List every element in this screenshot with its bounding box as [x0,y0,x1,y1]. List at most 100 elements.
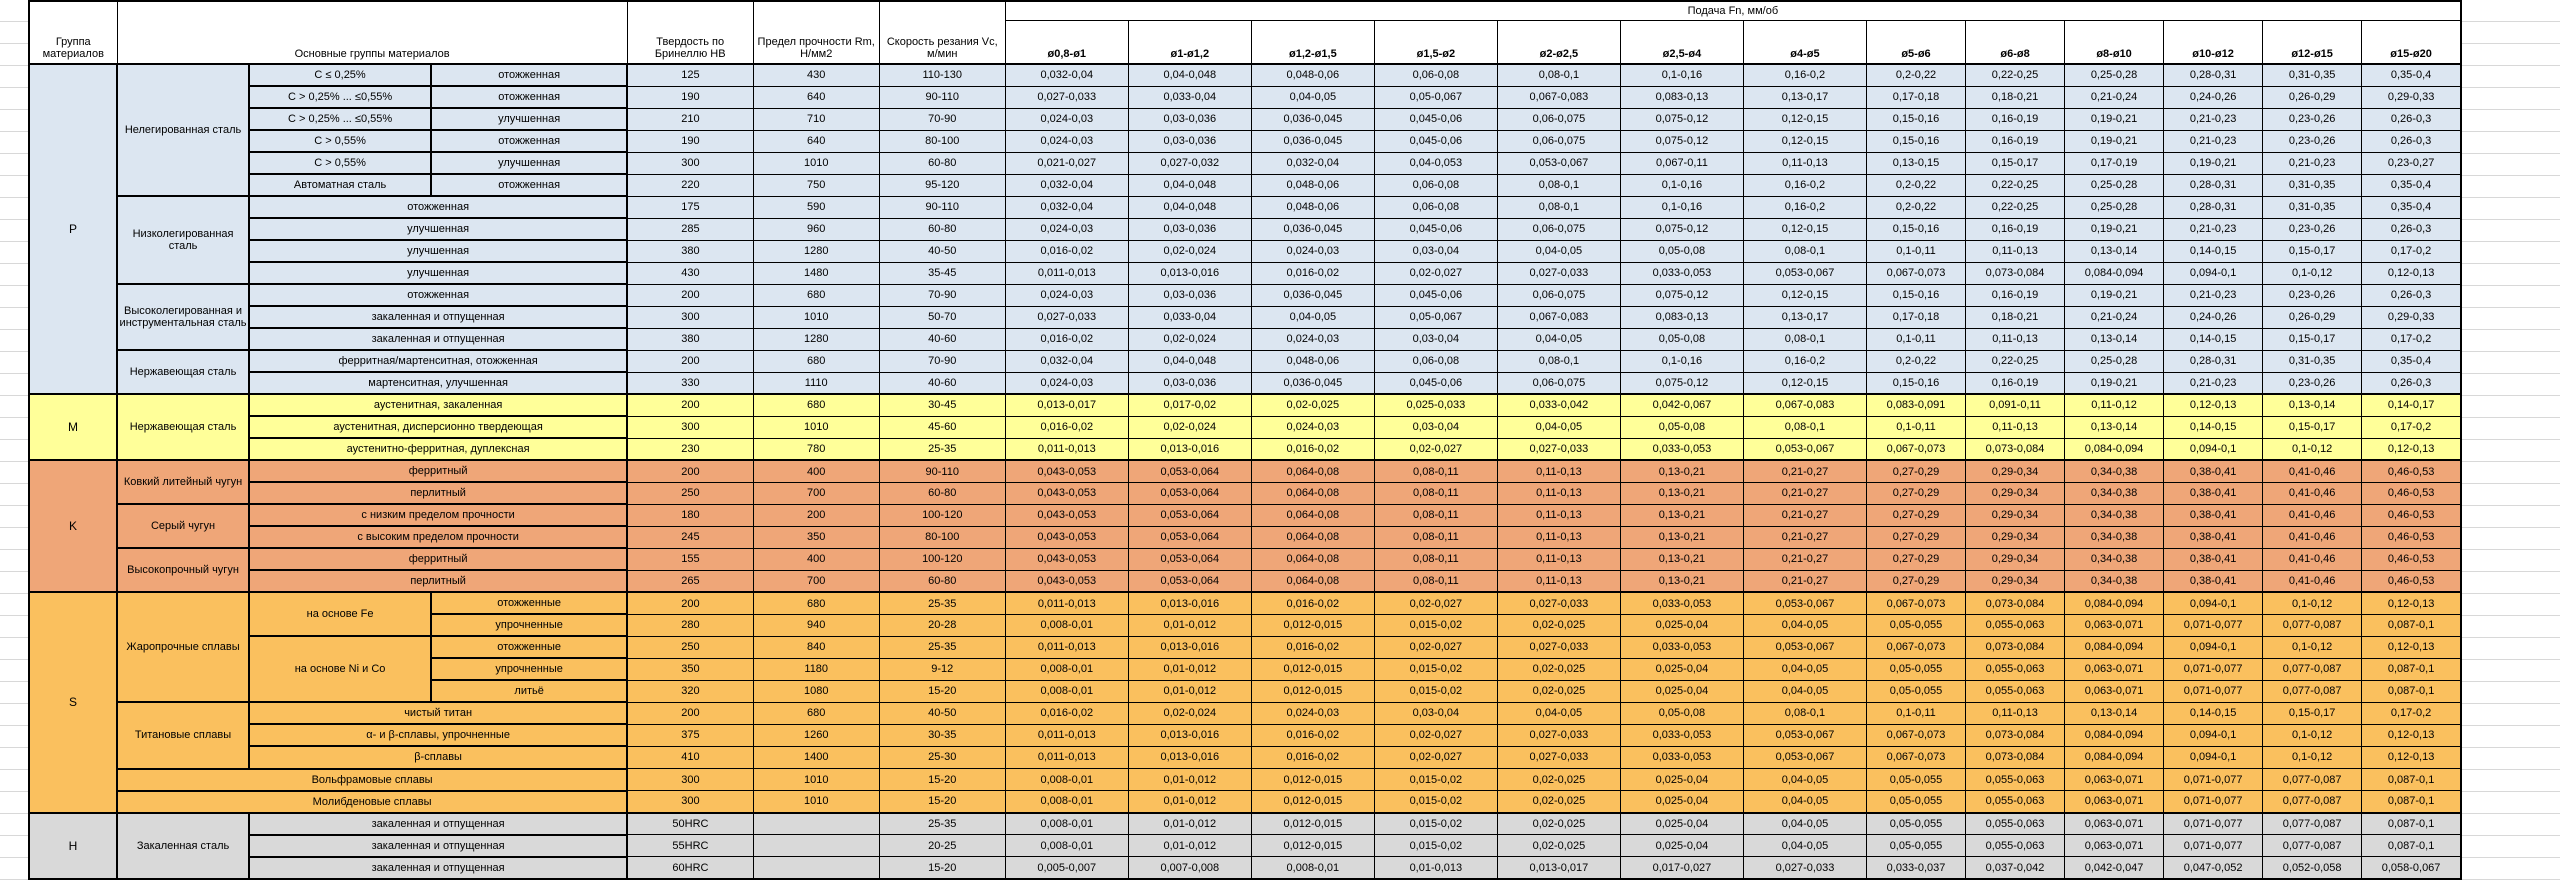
feed-cell: 0,024-0,03 [1250,415,1375,439]
strength-cell: 640 [752,129,880,153]
feed-cell: 0,042-0,067 [1619,393,1744,417]
material-label-cell: закаленная и отпущенная [248,305,629,330]
feed-cell: 0,064-0,08 [1250,481,1375,505]
strength-cell: 1110 [752,371,880,395]
speed-cell: 100-120 [878,547,1006,571]
material-label-cell: упрочненные [430,657,629,682]
feed-cell: 0,38-0,41 [2163,503,2264,527]
feed-cell: 0,04-0,048 [1127,173,1252,197]
feed-cell: 0,08-0,1 [1496,349,1621,373]
feed-cell: 0,087-0,1 [2361,679,2462,703]
material-label-cell: с высоким пределом прочности [248,525,629,550]
feed-cell: 0,013-0,016 [1127,635,1252,659]
material-label-cell: β-сплавы [248,745,629,770]
feed-cell: 0,04-0,053 [1373,151,1498,175]
feed-cell: 0,15-0,17 [2262,701,2363,725]
feed-cell: 0,011-0,013 [1004,591,1129,615]
strength-cell: 1010 [752,305,880,329]
feed-cell: 0,06-0,08 [1373,195,1498,219]
table-row: C > 0,25% ... ≤0,55% улучшенная 210 710 70-9… [29,107,2462,132]
section-code-cell: M [27,393,119,462]
table-row: аустенитная, дисперсионно твердеющая 300 1… [29,415,2462,440]
feed-cell: 0,025-0,033 [1373,393,1498,417]
table-row: C > 0,25% ... ≤0,55% отожженная 190 640 90-1… [29,85,2462,110]
feed-cell: 0,12-0,13 [2361,635,2462,659]
feed-cell: 0,12-0,13 [2361,437,2462,461]
table-row: P Нелегированная сталь C ≤ 0,25% отожженная… [27,62,2462,396]
feed-cell: 0,26-0,29 [2262,305,2363,329]
strength-cell: 590 [752,195,880,219]
table-row: β-сплавы 410 1400 25-30 0,011-0,013 0,013-0,0… [29,745,2462,770]
feed-cell: 0,053-0,064 [1127,569,1252,593]
feed-cell: 0,08-0,11 [1373,459,1498,483]
feed-cell: 0,027-0,033 [1496,635,1621,659]
feed-cell: 0,11-0,13 [1965,239,2066,263]
feed-cell: 0,15-0,17 [2262,415,2363,439]
feed-cell: 0,036-0,045 [1250,371,1375,395]
feed-cell: 0,033-0,04 [1127,85,1252,109]
feed-cell: 0,14-0,15 [2163,239,2264,263]
feed-cell: 0,12-0,13 [2361,745,2462,770]
feed-size-header: ø6-ø8 [1965,19,2066,65]
feed-cell: 0,075-0,12 [1619,107,1744,131]
feed-cell: 0,03-0,036 [1127,217,1252,241]
hardness-cell: 250 [626,635,754,659]
feed-cell: 0,024-0,03 [1004,283,1129,307]
feed-size-header: ø10-ø12 [2163,19,2264,65]
strength-cell: 700 [752,569,880,593]
feed-cell: 0,02-0,027 [1373,745,1498,770]
feed-cell: 0,055-0,063 [1965,679,2066,703]
hardness-cell: 125 [626,62,754,87]
speed-cell: 30-45 [878,393,1006,417]
material-label-cell: ферритный [248,547,629,572]
feed-cell: 0,063-0,071 [2064,767,2165,792]
hardness-cell: 190 [626,129,754,153]
strength-cell: 680 [752,701,880,725]
feed-cell: 0,053-0,064 [1127,547,1252,571]
table-row: Серый чугун с низким пределом прочности 18… [29,503,2462,550]
speed-cell: 40-60 [878,327,1006,351]
feed-cell: 0,033-0,042 [1496,393,1621,417]
feed-cell: 0,053-0,064 [1127,503,1252,527]
feed-cell: 0,35-0,4 [2361,62,2462,87]
feed-cell: 0,03-0,04 [1373,327,1498,351]
feed-cell: 0,05-0,08 [1619,415,1744,439]
hardness-cell: 175 [626,195,754,219]
feed-cell: 0,011-0,013 [1004,745,1129,770]
strength-cell: 680 [752,283,880,307]
speed-cell: 70-90 [878,107,1006,131]
feed-cell: 0,25-0,28 [2064,173,2165,197]
feed-cell: 0,41-0,46 [2262,503,2363,527]
feed-size-header: ø5-ø6 [1865,19,1967,65]
table-row: C > 0,55% улучшенная 300 1010 60-80 0,021-0,0… [29,151,2462,176]
strength-cell: 780 [752,437,880,461]
feed-cell: 0,19-0,21 [2064,129,2165,153]
feed-cell: 0,025-0,04 [1619,790,1744,814]
feed-cell: 0,21-0,23 [2262,151,2363,175]
feed-cell: 0,015-0,02 [1373,790,1498,814]
feed-cell: 0,28-0,31 [2163,195,2264,219]
feed-cell: 0,13-0,14 [2064,327,2165,351]
feed-cell: 0,27-0,29 [1865,547,1967,571]
feed-cell: 0,17-0,2 [2361,239,2462,263]
material-label-cell: Закаленная сталь [116,811,251,880]
feed-cell: 0,31-0,35 [2262,173,2363,197]
feed-cell: 0,16-0,19 [1965,283,2066,307]
material-label-cell: чистый титан [248,701,629,726]
speed-cell: 9-12 [878,657,1006,681]
feed-cell: 0,011-0,013 [1004,261,1129,285]
feed-cell: 0,05-0,055 [1865,657,1967,681]
feed-cell: 0,025-0,04 [1619,811,1744,836]
feed-cell: 0,08-0,11 [1373,481,1498,505]
strength-cell: 680 [752,591,880,615]
feed-size-header: ø2-ø2,5 [1496,19,1621,65]
hardness-cell: 350 [626,657,754,681]
feed-cell: 0,053-0,064 [1127,481,1252,505]
feed-cell: 0,11-0,13 [1496,459,1621,483]
material-label-cell: аустенитная, закаленная [248,393,629,418]
material-label-cell: улучшенная [248,239,629,264]
feed-cell: 0,35-0,4 [2361,173,2462,197]
feed-cell: 0,25-0,28 [2064,195,2165,219]
feed-cell: 0,01-0,012 [1127,811,1252,836]
feed-cell: 0,04-0,05 [1250,305,1375,329]
